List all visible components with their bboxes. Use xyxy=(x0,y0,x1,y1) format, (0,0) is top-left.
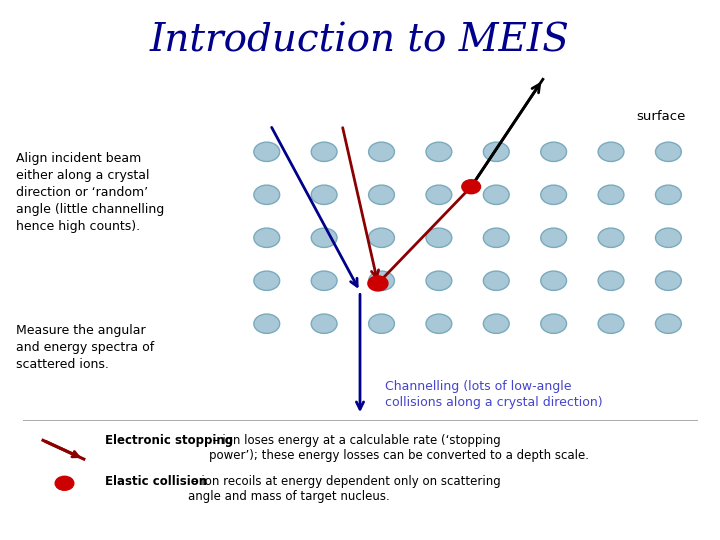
Circle shape xyxy=(369,142,395,161)
Text: Channelling (lots of low-angle
collisions along a crystal direction): Channelling (lots of low-angle collision… xyxy=(385,380,603,409)
Circle shape xyxy=(541,142,567,161)
Circle shape xyxy=(311,314,337,333)
Circle shape xyxy=(483,314,509,333)
Text: surface: surface xyxy=(636,110,685,124)
Circle shape xyxy=(655,185,681,205)
Circle shape xyxy=(655,228,681,247)
Circle shape xyxy=(369,271,395,291)
Circle shape xyxy=(426,271,452,291)
Circle shape xyxy=(598,228,624,247)
Circle shape xyxy=(426,228,452,247)
Circle shape xyxy=(311,271,337,291)
Circle shape xyxy=(311,185,337,205)
Circle shape xyxy=(254,314,279,333)
Circle shape xyxy=(311,228,337,247)
Circle shape xyxy=(368,276,388,291)
Text: – ion loses energy at a calculable rate (‘stopping
power’); these energy losses : – ion loses energy at a calculable rate … xyxy=(210,434,590,462)
Circle shape xyxy=(598,142,624,161)
Circle shape xyxy=(655,271,681,291)
Circle shape xyxy=(254,271,279,291)
Circle shape xyxy=(254,142,279,161)
Circle shape xyxy=(426,185,452,205)
Circle shape xyxy=(369,185,395,205)
Circle shape xyxy=(55,476,74,490)
Circle shape xyxy=(426,314,452,333)
Circle shape xyxy=(483,228,509,247)
Text: Electronic stopping: Electronic stopping xyxy=(105,434,233,447)
Text: – ion recoils at energy dependent only on scattering
angle and mass of target nu: – ion recoils at energy dependent only o… xyxy=(188,475,500,503)
Circle shape xyxy=(369,228,395,247)
Circle shape xyxy=(311,142,337,161)
Text: Elastic collision: Elastic collision xyxy=(105,475,207,488)
Circle shape xyxy=(541,185,567,205)
Text: Align incident beam
either along a crystal
direction or ‘random’
angle (little c: Align incident beam either along a cryst… xyxy=(16,152,164,233)
Circle shape xyxy=(598,314,624,333)
Circle shape xyxy=(541,314,567,333)
Circle shape xyxy=(655,142,681,161)
Circle shape xyxy=(483,142,509,161)
Circle shape xyxy=(369,314,395,333)
Circle shape xyxy=(483,185,509,205)
Circle shape xyxy=(462,180,480,194)
Circle shape xyxy=(541,228,567,247)
Text: Measure the angular
and energy spectra of
scattered ions.: Measure the angular and energy spectra o… xyxy=(16,323,154,371)
Circle shape xyxy=(655,314,681,333)
Circle shape xyxy=(598,271,624,291)
Circle shape xyxy=(254,228,279,247)
Circle shape xyxy=(254,185,279,205)
Circle shape xyxy=(426,142,452,161)
Circle shape xyxy=(598,185,624,205)
Circle shape xyxy=(541,271,567,291)
Circle shape xyxy=(483,271,509,291)
Text: Introduction to MEIS: Introduction to MEIS xyxy=(150,23,570,60)
